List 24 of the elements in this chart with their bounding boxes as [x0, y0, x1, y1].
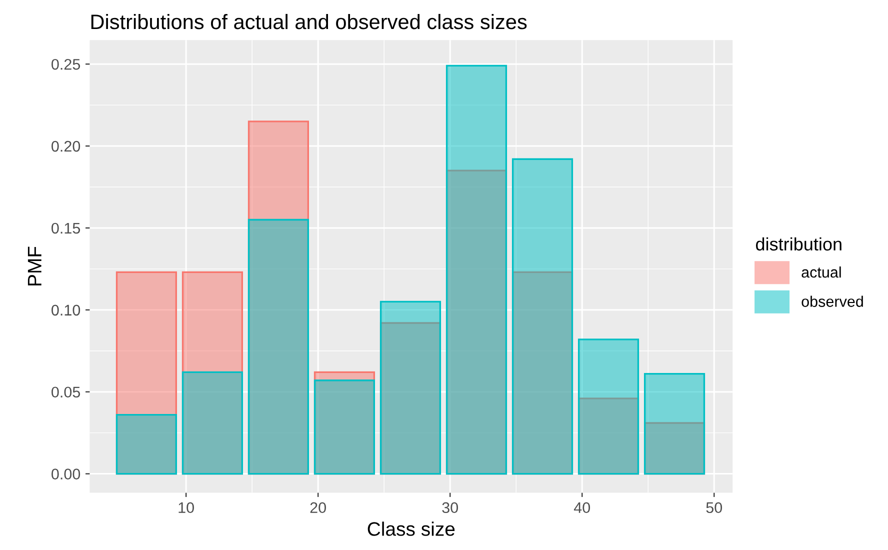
- legend-title: distribution: [756, 237, 842, 251]
- bar: [446, 64, 508, 475]
- bar: [644, 372, 706, 475]
- legend-label: actual: [802, 266, 841, 278]
- bar: [248, 218, 310, 475]
- bar: [578, 338, 640, 475]
- bar: [182, 371, 243, 475]
- y-tick-label: 0.20: [52, 140, 80, 152]
- y-axis-title: PMF: [28, 246, 42, 286]
- x-tick-label: 10: [178, 502, 194, 514]
- legend-label: observed: [802, 296, 863, 307]
- x-tick-label: 50: [706, 502, 722, 514]
- y-tick-label: 0.00: [52, 468, 80, 480]
- x-tick-label: 20: [310, 502, 326, 514]
- y-tick-label: 0.05: [52, 386, 80, 398]
- x-tick-label: 40: [574, 502, 590, 514]
- y-tick-label: 0.15: [52, 222, 80, 234]
- bar: [512, 158, 574, 475]
- chart-title: Distributions of actual and observed class sizes: [91, 14, 527, 30]
- y-tick-label: 0.10: [52, 304, 80, 316]
- x-axis-title: Class size: [368, 522, 455, 536]
- y-tick-label: 0.25: [52, 58, 80, 70]
- bar: [116, 414, 177, 475]
- x-tick-label: 30: [442, 502, 458, 514]
